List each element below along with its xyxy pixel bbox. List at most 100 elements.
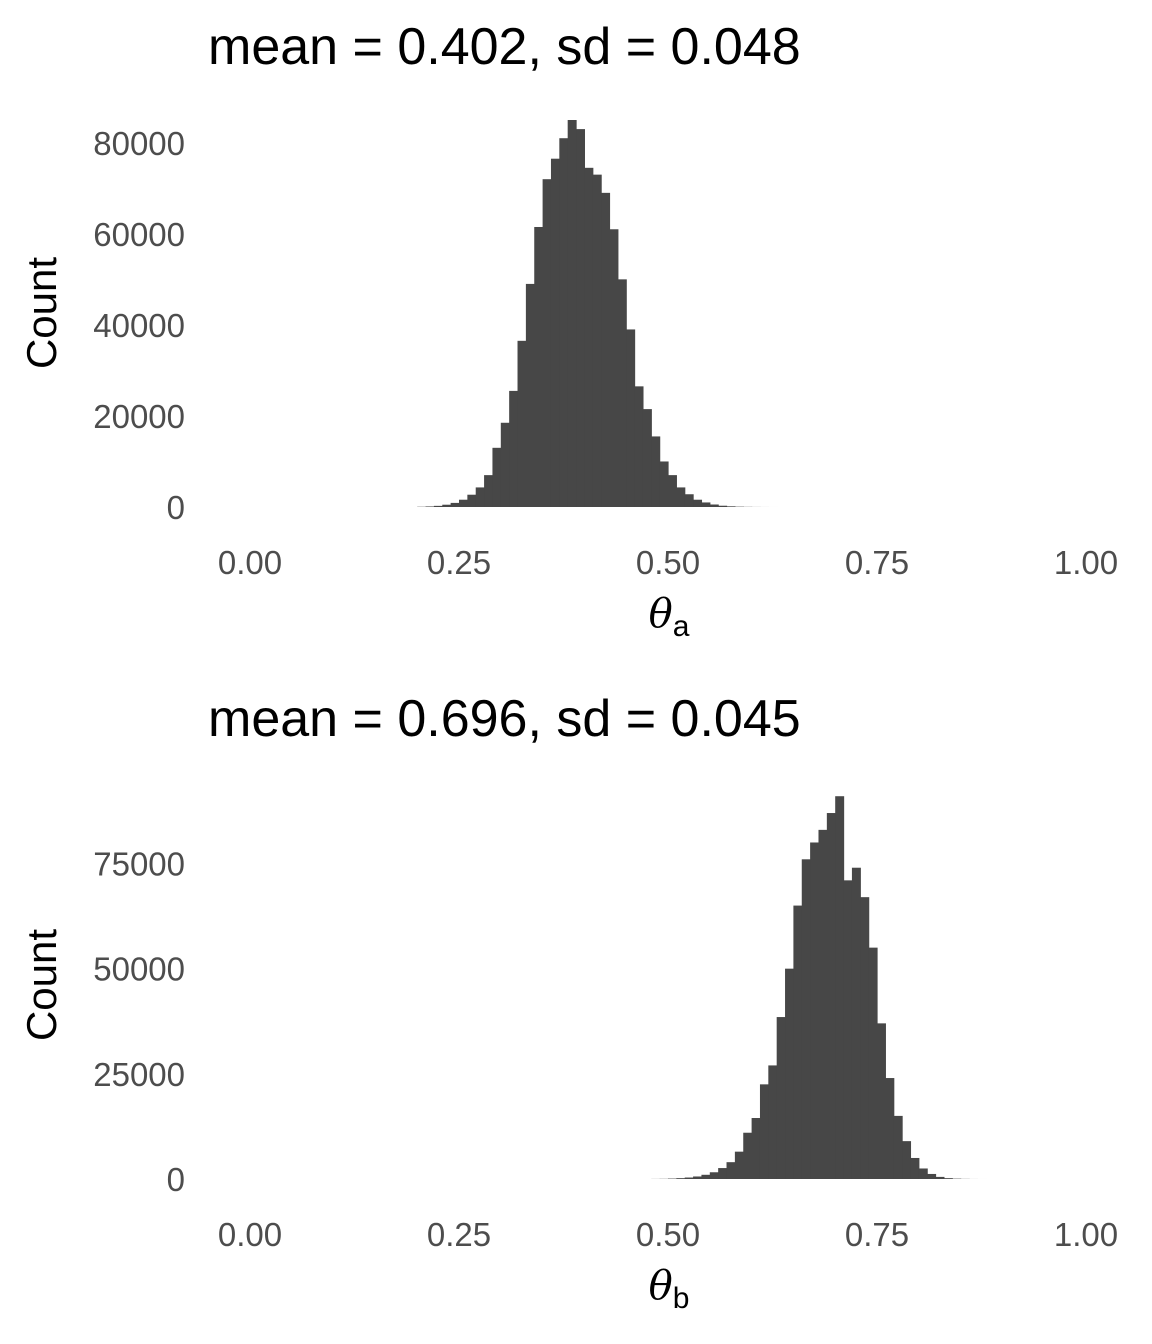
histogram-bars: [417, 120, 778, 508]
x-tick-label: 0.25: [427, 1216, 491, 1253]
histogram-bar: [592, 174, 602, 507]
x-tick-label: 0.50: [636, 1216, 700, 1253]
histogram-bar: [450, 502, 460, 507]
x-axis-title: θb: [649, 1263, 690, 1315]
x-axis-title-subscript: b: [673, 1282, 690, 1315]
x-tick-label: 0.75: [845, 1216, 909, 1253]
histogram-bar: [751, 1118, 761, 1179]
histogram-bar: [801, 859, 811, 1179]
histogram-bar: [943, 1178, 953, 1179]
histogram-bar: [759, 1084, 769, 1179]
histogram-bar: [734, 1151, 744, 1179]
histogram-bar: [818, 829, 828, 1179]
histogram-bar: [927, 1173, 937, 1179]
histogram-bar: [776, 1017, 786, 1179]
histogram-bar: [484, 475, 494, 507]
histogram-bar: [893, 1115, 903, 1179]
histogram-bar: [559, 138, 569, 507]
histogram-bar: [718, 505, 728, 507]
x-tick-label: 0.00: [218, 544, 282, 581]
x-tick-label: 0.75: [845, 544, 909, 581]
histogram-bar: [500, 422, 510, 507]
y-tick-label: 50000: [93, 951, 185, 988]
histogram-bar: [718, 1168, 728, 1179]
x-tick-label: 1.00: [1054, 1216, 1118, 1253]
histogram-panel-theta-a: mean = 0.402, sd = 0.048 Count 0 20000 400…: [18, 18, 1118, 643]
histogram-bar: [793, 905, 803, 1179]
histogram-bar: [617, 279, 627, 507]
histogram-bar: [851, 867, 861, 1179]
x-tick-label: 1.00: [1054, 544, 1118, 581]
x-tick-labels: 0.00 0.25 0.50 0.75 1.00: [218, 544, 1118, 581]
histogram-bar: [459, 499, 468, 507]
histogram-bar: [701, 1174, 711, 1179]
histogram-bar: [785, 968, 794, 1179]
histogram-bar: [467, 494, 477, 507]
histogram-bar: [634, 386, 644, 507]
histogram-bar: [492, 447, 502, 507]
histogram-bar: [902, 1141, 912, 1179]
histogram-bar: [768, 1065, 778, 1179]
histogram-bars: [651, 796, 987, 1179]
histogram-bar: [709, 504, 719, 507]
y-tick-label: 25000: [93, 1056, 185, 1093]
histogram-bar: [509, 390, 519, 507]
histogram-bar: [843, 880, 853, 1179]
histogram-bar: [659, 461, 669, 507]
histogram-bar: [676, 487, 686, 507]
histogram-bar: [877, 1023, 886, 1179]
histogram-bar: [525, 283, 535, 507]
y-tick-labels: 0 20000 40000 60000 80000: [93, 125, 185, 526]
y-tick-label: 75000: [93, 846, 185, 883]
panel-title: mean = 0.696, sd = 0.045: [208, 690, 801, 748]
y-tick-label: 0: [167, 1161, 185, 1198]
histogram-bar: [676, 1178, 686, 1179]
histogram-bar: [668, 475, 677, 507]
panel-title: mean = 0.402, sd = 0.048: [208, 18, 801, 76]
histogram-bar: [835, 796, 845, 1179]
x-tick-labels: 0.00 0.25 0.50 0.75 1.00: [218, 1216, 1118, 1253]
histogram-bar: [642, 409, 652, 507]
histogram-bar: [651, 436, 661, 507]
x-tick-label: 0.50: [636, 544, 700, 581]
y-axis-title: Count: [18, 257, 65, 369]
histogram-bar: [684, 1177, 694, 1179]
histogram-bar: [442, 504, 452, 507]
histogram-bar: [885, 1078, 895, 1179]
histogram-bar: [709, 1172, 719, 1179]
histogram-bar: [475, 487, 485, 507]
histogram-bar: [684, 494, 694, 507]
histogram-bar: [810, 842, 820, 1179]
y-tick-label: 40000: [93, 307, 185, 344]
x-tick-label: 0.00: [218, 1216, 282, 1253]
histogram-bar: [860, 897, 870, 1179]
histogram-bar: [584, 167, 594, 507]
histogram-bar: [601, 192, 611, 507]
x-axis-title-symbol: θ: [649, 591, 673, 637]
histogram-bar: [826, 813, 836, 1179]
histogram-bar: [576, 129, 585, 508]
histogram-bar: [567, 120, 577, 507]
histogram-bar: [425, 506, 435, 507]
histogram-panel-theta-b: mean = 0.696, sd = 0.045 Count 0 25000 500…: [18, 690, 1118, 1315]
y-tick-label: 60000: [93, 216, 185, 253]
y-tick-label: 0: [167, 489, 185, 526]
y-tick-label: 20000: [93, 398, 185, 435]
histogram-bar: [609, 229, 619, 507]
histogram-bar: [910, 1157, 920, 1179]
histogram-bar: [693, 499, 703, 507]
x-axis-title-subscript: a: [673, 610, 690, 643]
histogram-bar: [626, 329, 636, 507]
histogram-bar: [868, 947, 878, 1179]
histogram-bar: [542, 179, 552, 507]
x-tick-label: 0.25: [427, 544, 491, 581]
y-tick-labels: 0 25000 50000 75000: [93, 846, 185, 1198]
histogram-bar: [918, 1168, 928, 1179]
y-axis-title: Count: [18, 929, 65, 1041]
histogram-bar: [433, 505, 443, 507]
histogram-bar: [743, 1132, 753, 1179]
histogram-bar: [726, 506, 736, 507]
histogram-bar: [935, 1176, 945, 1179]
x-axis-title: θa: [649, 591, 690, 643]
